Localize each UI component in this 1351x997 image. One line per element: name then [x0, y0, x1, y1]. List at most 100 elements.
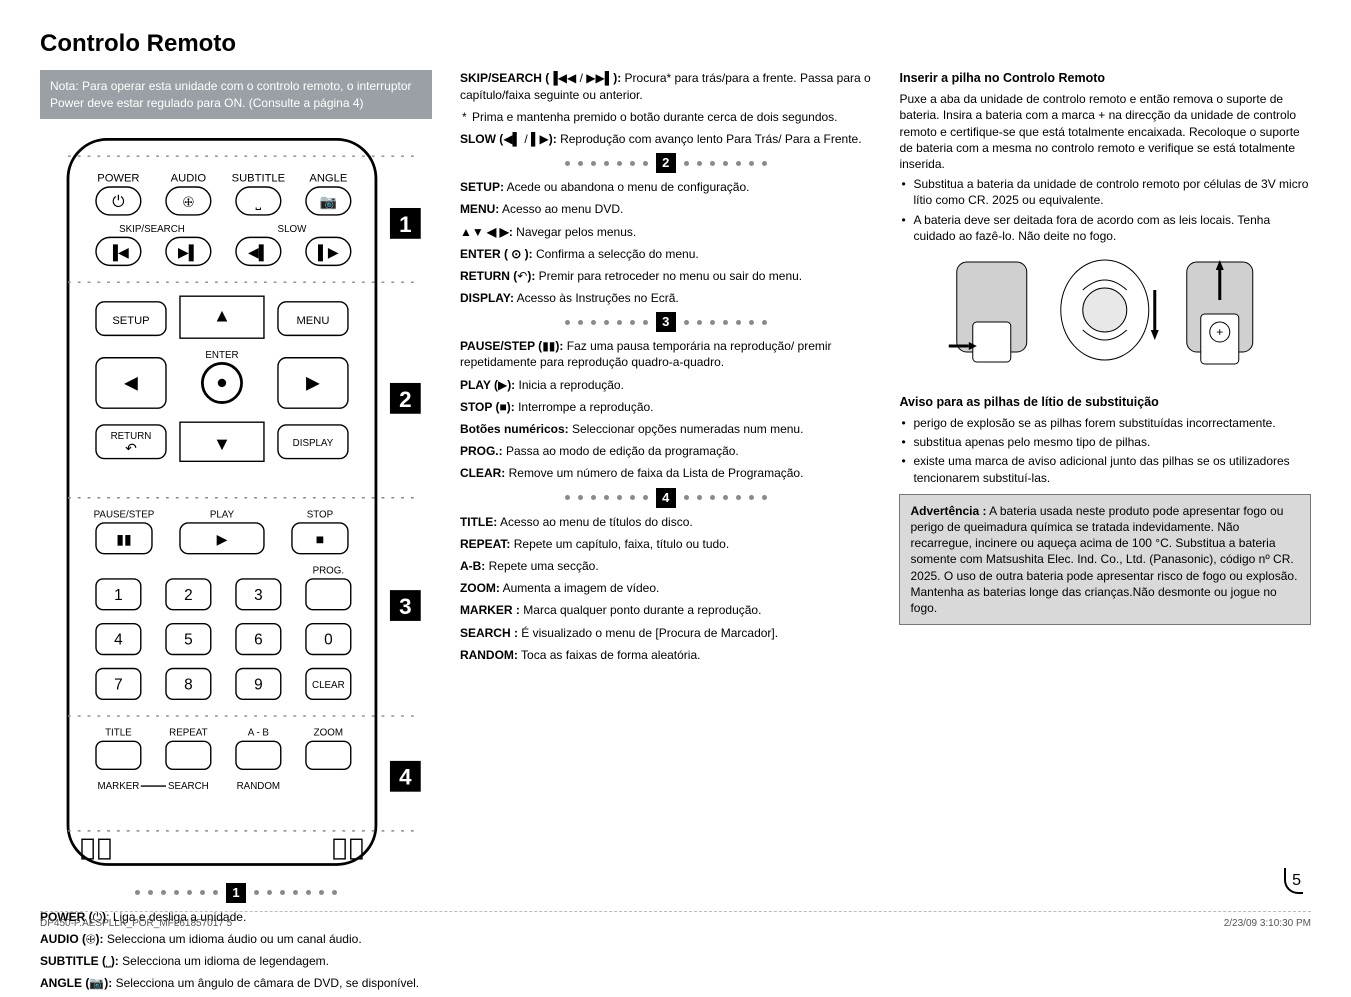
footer-left: DP450-P.AESPLLK_POR_MFL61857017 5 [40, 917, 232, 931]
section-4-divider: 4 [460, 488, 872, 508]
svg-text:ZOOM: ZOOM [314, 727, 343, 738]
definition-entry: AUDIO (🕀): Selecciona um idioma áudio ou… [40, 931, 432, 947]
lithium-bullets: perigo de explosão se as pilhas forem su… [899, 415, 1311, 486]
note-box: Nota: Para operar esta unidade com o con… [40, 70, 432, 118]
battery-diagram: + [899, 250, 1311, 384]
definition-entry: REPEAT: Repete um capítulo, faixa, títul… [460, 536, 872, 552]
svg-text:PAUSE/STEP: PAUSE/STEP [94, 509, 155, 520]
svg-text:MENU: MENU [296, 315, 329, 327]
battery-heading: Inserir a pilha no Controlo Remoto [899, 70, 1311, 87]
svg-text:▶: ▶ [217, 531, 228, 547]
definition-entry: PLAY (▶): Inicia a reprodução. [460, 377, 872, 393]
definition-entry: SUBTITLE (⎵): Selecciona um idioma de le… [40, 953, 432, 969]
svg-text:3: 3 [254, 587, 263, 604]
definition-entry: ZOOM: Aumenta a imagem de vídeo. [460, 580, 872, 596]
svg-text:◀: ◀ [124, 372, 138, 392]
definition-entry: PAUSE/STEP (▮▮): Faz uma pausa temporári… [460, 338, 872, 370]
footer: DP450-P.AESPLLK_POR_MFL61857017 5 2/23/0… [40, 917, 1311, 931]
svg-text:SETUP: SETUP [112, 315, 149, 327]
svg-text:7: 7 [114, 676, 123, 693]
svg-text:▌▶: ▌▶ [318, 244, 339, 262]
svg-text:TITLE: TITLE [105, 727, 132, 738]
definition-entry: SETUP: Acede ou abandona o menu de confi… [460, 179, 872, 195]
svg-text:SKIP/SEARCH: SKIP/SEARCH [119, 224, 185, 235]
warning-box: Advertência : A bateria usada neste prod… [899, 494, 1311, 625]
remote-diagram: 1 2 3 4 POWER AUDIO SUBTITLE ANGLE ⏻ 🕀 ⎵… [40, 131, 432, 873]
section-2-divider: 2 [460, 153, 872, 173]
svg-text:▼: ▼ [213, 434, 231, 454]
svg-text:5: 5 [184, 631, 193, 648]
definition-entry: DISPLAY: Acesso às Instruções no Ecrã. [460, 290, 872, 306]
definition-entry: ▲▼ ◀ ▶: Navegar pelos menus. [460, 224, 872, 240]
lithium-warning-heading: Aviso para as pilhas de lítio de substit… [899, 394, 1311, 411]
svg-text:📷: 📷 [320, 193, 337, 210]
list-item: substitua apenas pelo mesmo tipo de pilh… [899, 434, 1311, 450]
warning-bold: Advertência : [910, 504, 986, 518]
svg-text:POWER: POWER [97, 172, 139, 184]
svg-text:⏻: ⏻ [112, 193, 124, 210]
svg-text:▶▌: ▶▌ [178, 244, 199, 262]
svg-text:ENTER: ENTER [205, 350, 238, 361]
svg-text:9: 9 [254, 676, 263, 693]
battery-intro: Puxe a aba da unidade de controlo remoto… [899, 91, 1311, 172]
definition-entry: SEARCH : É visualizado o menu de [Procur… [460, 625, 872, 641]
footer-right: 2/23/09 3:10:30 PM [1224, 917, 1311, 931]
svg-text:SUBTITLE: SUBTITLE [232, 172, 285, 184]
svg-text:▮▮: ▮▮ [116, 531, 131, 547]
definition-entry: PROG.: Passa ao modo de edição da progra… [460, 443, 872, 459]
svg-text:PLAY: PLAY [210, 509, 235, 520]
svg-text:4: 4 [114, 631, 123, 648]
svg-text:A - B: A - B [248, 727, 270, 738]
warning-text: A bateria usada neste produto pode apres… [910, 504, 1297, 615]
battery-bullets: Substitua a bateria da unidade de contro… [899, 176, 1311, 244]
svg-text:PROG.: PROG. [313, 565, 345, 576]
list-item: Substitua a bateria da unidade de contro… [899, 176, 1311, 208]
svg-text:8: 8 [184, 676, 193, 693]
asterisk-note: Prima e mantenha premido o botão durante… [460, 109, 872, 125]
definition-entry: TITLE: Acesso ao menu de títulos do disc… [460, 514, 872, 530]
svg-text:RANDOM: RANDOM [237, 781, 280, 792]
definition-entry: CLEAR: Remove um número de faixa da List… [460, 465, 872, 481]
page-title: Controlo Remoto [40, 28, 1311, 60]
list-item: A bateria deve ser deitada fora de acord… [899, 212, 1311, 244]
section-1-divider: 1 [40, 883, 432, 903]
svg-text:REPEAT: REPEAT [169, 727, 207, 738]
definition-entry: SLOW (◀▌ / ▌▶): Reprodução com avanço le… [460, 131, 872, 147]
definition-entry: SKIP/SEARCH (▐◀◀ / ▶▶▌): Procura* para t… [460, 70, 872, 102]
svg-text:SLOW: SLOW [278, 224, 308, 235]
svg-text:🕀: 🕀 [183, 193, 194, 209]
definition-entry: MARKER : Marca qualquer ponto durante a … [460, 602, 872, 618]
svg-text:1: 1 [114, 587, 123, 604]
svg-text:0: 0 [324, 631, 333, 648]
svg-text:3: 3 [399, 594, 411, 619]
section-3-divider: 3 [460, 312, 872, 332]
list-item: perigo de explosão se as pilhas forem su… [899, 415, 1311, 431]
svg-text:■: ■ [316, 531, 324, 547]
svg-text:2: 2 [399, 387, 411, 412]
svg-text:↶: ↶ [125, 440, 137, 456]
svg-text:+: + [1217, 325, 1224, 339]
svg-text:ANGLE: ANGLE [309, 172, 347, 184]
svg-text:▶: ▶ [306, 372, 320, 392]
definition-entry: ENTER ( ⊙ ): Confirma a selecção do menu… [460, 246, 872, 262]
svg-text:AUDIO: AUDIO [171, 172, 207, 184]
definition-entry: A-B: Repete uma secção. [460, 558, 872, 574]
svg-text:DISPLAY: DISPLAY [293, 438, 334, 449]
svg-text:STOP: STOP [307, 509, 334, 520]
definition-entry: Botões numéricos: Seleccionar opções num… [460, 421, 872, 437]
svg-text:2: 2 [184, 587, 193, 604]
definition-entry: ANGLE (📷): Selecciona um ângulo de câmar… [40, 975, 432, 991]
svg-text:SEARCH: SEARCH [168, 781, 209, 792]
svg-text:CLEAR: CLEAR [312, 680, 345, 691]
svg-text:6: 6 [254, 631, 263, 648]
svg-text:▐◀: ▐◀ [108, 244, 129, 262]
list-item: existe uma marca de aviso adicional junt… [899, 453, 1311, 485]
definition-entry: RETURN (↶): Premir para retroceder no me… [460, 268, 872, 284]
definition-entry: STOP (■): Interrompe a reprodução. [460, 399, 872, 415]
svg-text:▲: ▲ [213, 305, 231, 325]
svg-text:⎵: ⎵ [256, 193, 262, 210]
definition-entry: MENU: Acesso ao menu DVD. [460, 201, 872, 217]
svg-text:MARKER: MARKER [97, 781, 139, 792]
svg-text:◀▌: ◀▌ [248, 244, 269, 262]
svg-text:4: 4 [399, 764, 412, 789]
